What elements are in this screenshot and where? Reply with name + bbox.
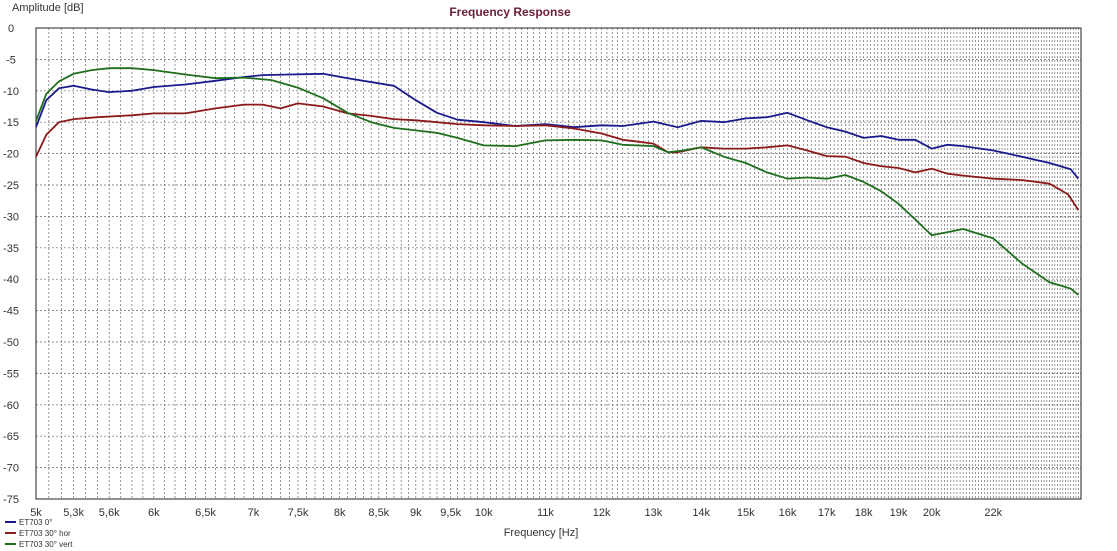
series-line <box>35 67 1079 296</box>
y-tick-label: -35 <box>3 243 19 255</box>
x-tick-label: 9,5k <box>440 507 461 519</box>
x-tick-label: 7k <box>248 507 260 519</box>
y-tick-label: -60 <box>3 400 19 412</box>
y-tick-label: -15 <box>3 117 19 129</box>
y-tick-labels: 0 -5 -10 -15 -20 -25 -30 -35 -40 -45 -50 -55 -60 -65 -… <box>3 23 19 506</box>
legend-label: ET703 0° <box>19 518 52 527</box>
x-tick-label: 6k <box>148 507 160 519</box>
series-lines <box>35 67 1080 296</box>
x-tick-label: 13k <box>645 507 663 519</box>
y-axis-label: Amplitude [dB] <box>12 2 84 14</box>
series-line <box>35 72 1080 180</box>
x-tick-label: 9k <box>410 507 422 519</box>
x-tick-label: 22k <box>984 507 1002 519</box>
x-tick-label: 6,5k <box>195 507 216 519</box>
gridlines <box>36 27 1081 500</box>
y-tick-label: -5 <box>6 54 16 66</box>
x-tick-label: 14k <box>692 507 710 519</box>
x-tick-label: 19k <box>890 507 908 519</box>
legend-label: ET703 30° hor <box>19 529 71 538</box>
x-tick-label: 11k <box>537 507 554 519</box>
x-axis-label: Frequency [Hz] <box>504 527 579 539</box>
x-tick-label: 17k <box>818 507 836 519</box>
x-tick-label: 16k <box>779 507 797 519</box>
x-tick-label: 7,5k <box>288 507 309 519</box>
x-tick-label: 8k <box>334 507 346 519</box>
x-tick-labels: 5k 5,3k 5,6k 6k 6,5k 7k 7,5k 8k 8,5k 9k 9,5k 10k 11k… <box>30 507 1002 519</box>
x-tick-label: 20k <box>923 507 941 519</box>
y-tick-label: -75 <box>3 494 19 506</box>
y-tick-label: -65 <box>3 431 19 443</box>
y-tick-label: -20 <box>3 149 19 161</box>
legend: ET703 0° ET703 30° hor ET703 30° vert <box>5 518 73 549</box>
y-tick-label: -45 <box>3 306 19 318</box>
y-tick-label: -40 <box>3 274 19 286</box>
plot-frame <box>35 27 1082 500</box>
x-tick-label: 5k <box>30 507 42 519</box>
y-tick-label: -50 <box>3 337 19 349</box>
x-tick-label: 15k <box>737 507 755 519</box>
y-tick-label: 0 <box>8 23 14 35</box>
x-tick-label: 18k <box>855 507 873 519</box>
y-tick-label: -55 <box>3 368 19 380</box>
chart-title: Frequency Response <box>449 5 571 19</box>
y-tick-label: -70 <box>3 463 19 475</box>
series-line <box>35 102 1080 211</box>
x-tick-label: 5,6k <box>99 507 120 519</box>
legend-label: ET703 30° vert <box>19 540 73 549</box>
x-tick-label: 8,5k <box>368 507 389 519</box>
x-tick-label: 10k <box>475 507 493 519</box>
y-tick-label: -25 <box>3 180 19 192</box>
x-tick-label: 5,3k <box>63 507 84 519</box>
y-tick-label: -10 <box>3 86 19 98</box>
x-tick-label: 12k <box>593 507 611 519</box>
y-tick-label: -30 <box>3 211 19 223</box>
